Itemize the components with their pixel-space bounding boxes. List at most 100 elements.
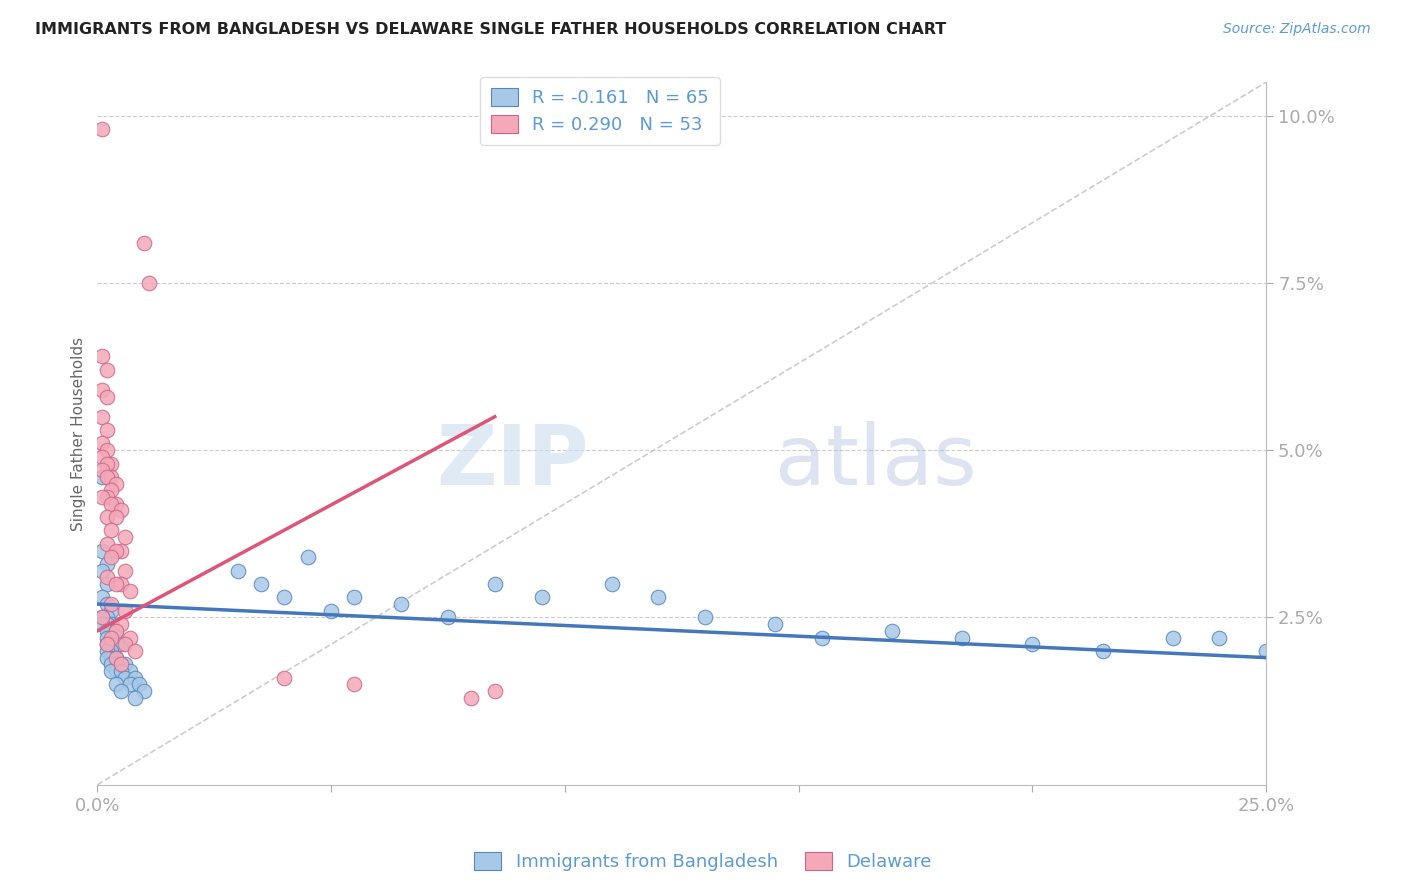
Point	[120, 664, 142, 678]
Point	[91, 591, 114, 605]
Point	[110, 657, 132, 672]
Point	[100, 657, 122, 672]
Point	[96, 390, 118, 404]
Point	[91, 383, 114, 397]
Point	[100, 524, 122, 538]
Point	[100, 644, 122, 658]
Point	[1021, 637, 1043, 651]
Point	[100, 637, 122, 651]
Point	[100, 650, 122, 665]
Point	[100, 470, 122, 484]
Point	[105, 543, 128, 558]
Point	[132, 235, 155, 250]
Point	[297, 550, 319, 565]
Point	[114, 657, 136, 672]
Point	[250, 577, 273, 591]
Point	[96, 617, 118, 632]
Point	[100, 604, 122, 618]
Point	[105, 577, 128, 591]
Y-axis label: Single Father Households: Single Father Households	[72, 336, 86, 531]
Point	[647, 591, 669, 605]
Point	[105, 650, 128, 665]
Legend: R = -0.161   N = 65, R = 0.290   N = 53: R = -0.161 N = 65, R = 0.290 N = 53	[479, 77, 720, 145]
Point	[105, 476, 128, 491]
Point	[110, 617, 132, 632]
Point	[114, 604, 136, 618]
Point	[882, 624, 904, 638]
Point	[695, 610, 717, 624]
Point	[120, 677, 142, 691]
Point	[128, 677, 150, 691]
Point	[96, 644, 118, 658]
Point	[105, 650, 128, 665]
Point	[343, 677, 366, 691]
Point	[91, 450, 114, 464]
Point	[100, 631, 122, 645]
Point	[100, 624, 122, 638]
Point	[763, 617, 786, 632]
Point	[96, 537, 118, 551]
Point	[1091, 644, 1114, 658]
Point	[600, 577, 623, 591]
Point	[105, 624, 128, 638]
Point	[96, 624, 118, 638]
Point	[105, 664, 128, 678]
Point	[273, 671, 295, 685]
Point	[105, 497, 128, 511]
Point	[100, 597, 122, 611]
Point	[96, 637, 118, 651]
Point	[120, 631, 142, 645]
Point	[105, 677, 128, 691]
Point	[100, 550, 122, 565]
Text: ZIP: ZIP	[436, 421, 588, 502]
Point	[110, 577, 132, 591]
Point	[91, 543, 114, 558]
Point	[1208, 631, 1230, 645]
Point	[96, 423, 118, 437]
Text: atlas: atlas	[775, 421, 977, 502]
Point	[100, 617, 122, 632]
Point	[96, 631, 118, 645]
Point	[96, 363, 118, 377]
Point	[96, 597, 118, 611]
Point	[132, 684, 155, 698]
Point	[96, 457, 118, 471]
Point	[484, 577, 506, 591]
Text: Source: ZipAtlas.com: Source: ZipAtlas.com	[1223, 22, 1371, 37]
Point	[124, 671, 146, 685]
Point	[114, 637, 136, 651]
Point	[124, 690, 146, 705]
Point	[91, 610, 114, 624]
Point	[120, 583, 142, 598]
Text: IMMIGRANTS FROM BANGLADESH VS DELAWARE SINGLE FATHER HOUSEHOLDS CORRELATION CHAR: IMMIGRANTS FROM BANGLADESH VS DELAWARE S…	[35, 22, 946, 37]
Point	[100, 457, 122, 471]
Point	[96, 650, 118, 665]
Point	[91, 409, 114, 424]
Point	[96, 470, 118, 484]
Point	[460, 690, 482, 705]
Point	[105, 657, 128, 672]
Point	[91, 564, 114, 578]
Point	[110, 657, 132, 672]
Point	[91, 350, 114, 364]
Point	[110, 684, 132, 698]
Point	[484, 684, 506, 698]
Point	[100, 664, 122, 678]
Point	[138, 276, 160, 290]
Point	[105, 624, 128, 638]
Point	[1161, 631, 1184, 645]
Point	[389, 597, 412, 611]
Point	[96, 570, 118, 584]
Point	[96, 443, 118, 458]
Point	[91, 463, 114, 477]
Point	[96, 557, 118, 571]
Point	[114, 671, 136, 685]
Point	[100, 483, 122, 498]
Point	[114, 530, 136, 544]
Point	[100, 497, 122, 511]
Point	[811, 631, 834, 645]
Point	[91, 122, 114, 136]
Point	[114, 564, 136, 578]
Point	[437, 610, 460, 624]
Point	[321, 604, 343, 618]
